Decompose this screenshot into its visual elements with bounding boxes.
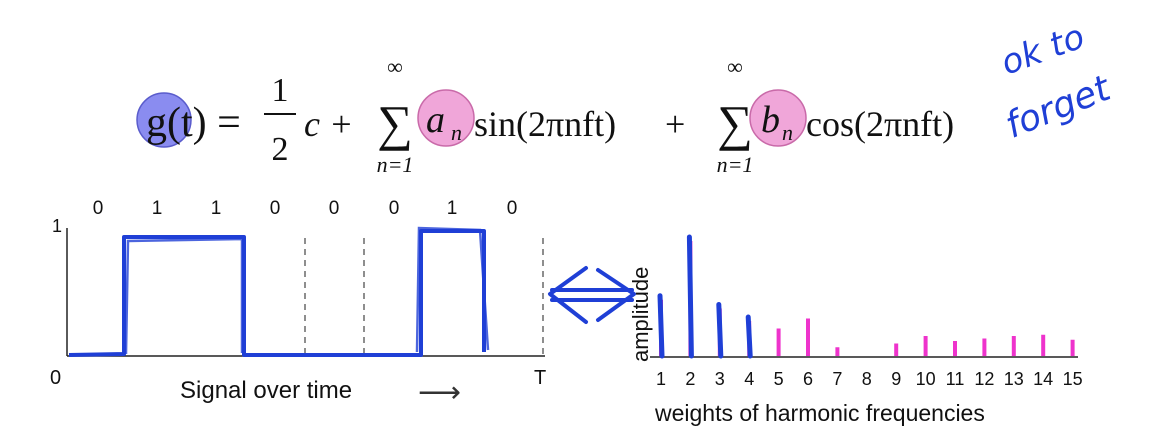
- sum-lower-limit-b: n=1: [717, 152, 754, 177]
- spectrum-tick-label: 9: [891, 369, 901, 389]
- time-end-label: T: [534, 367, 546, 389]
- signal-caption: Signal over time: [180, 377, 352, 404]
- a-highlight-circle: [417, 89, 475, 147]
- sin-term: sin(2πnft): [474, 104, 616, 144]
- formula-lhs: g(t) =: [146, 100, 241, 146]
- bit-label: 1: [152, 198, 163, 219]
- bit-label: 0: [270, 198, 281, 219]
- spectrum-ticks: 1 2 3 4 5 6 7 8 9 10 11 12 13 14 15: [656, 369, 1083, 389]
- spectrum-tick-label: 8: [862, 369, 872, 389]
- spectrum-bar-overdraw: [716, 302, 724, 359]
- constant-c: c +: [304, 104, 353, 144]
- spectrum-bar: [894, 343, 899, 356]
- coefficient-a: a: [426, 99, 445, 141]
- spectrum-bar: [982, 338, 987, 356]
- signal-waveform: [68, 229, 486, 357]
- double-arrow-icon: [548, 266, 636, 324]
- spectrum-bar: [1041, 334, 1046, 356]
- bit-label: 1: [447, 198, 458, 219]
- sum-upper-limit-a: ∞: [387, 54, 403, 79]
- spectrum-plot: amplitude 1 2 3 4 5 6 7 8 9 10 11 12 13 14 15 weights …: [628, 234, 1083, 426]
- spectrum-tick-label: 7: [832, 369, 842, 389]
- sigma-b: ∑: [717, 95, 753, 151]
- sum-lower-limit-a: n=1: [377, 152, 414, 177]
- half-numerator: 1: [272, 72, 289, 109]
- spectrum-bar: [1070, 339, 1075, 356]
- signal-waveform-retrace: [124, 237, 244, 355]
- spectrum-x-label: weights of harmonic frequencies: [654, 400, 985, 426]
- spectrum-tick-label: 13: [1004, 369, 1024, 389]
- signal-y-tick: 1: [52, 216, 62, 236]
- plus-sign: +: [665, 104, 685, 144]
- coefficient-b: b: [761, 99, 780, 141]
- spectrum-tick-label: 11: [946, 369, 965, 389]
- handwritten-note: ok to forget: [996, 17, 1118, 147]
- spectrum-bar: [953, 341, 957, 356]
- spectrum-bar-overdraw: [686, 234, 694, 359]
- bit-label: 0: [389, 198, 400, 219]
- note-line-1: ok to: [996, 17, 1090, 84]
- spectrum-bar-overdraw: [657, 293, 665, 359]
- coefficient-b-subscript: n: [782, 120, 793, 145]
- spectrum-tick-label: 3: [715, 369, 725, 389]
- spectrum-tick-label: 6: [803, 369, 813, 389]
- g-highlight-circle: [136, 92, 192, 148]
- spectrum-bar: [1011, 336, 1016, 356]
- spectrum-bar: [835, 347, 840, 356]
- bit-label: 0: [329, 198, 340, 219]
- coefficient-a-subscript: n: [451, 120, 462, 145]
- signal-waveform-retrace: [415, 226, 490, 353]
- half-denominator: 2: [272, 131, 289, 168]
- bit-label: 0: [93, 198, 104, 219]
- spectrum-tick-label: 2: [685, 369, 695, 389]
- fourier-formula: g(t) = 1 2 c + ∞ ∑ n=1 a n sin(2πnft) + …: [136, 54, 954, 177]
- spectrum-tick-label: 1: [656, 369, 666, 389]
- spectrum-bar: [923, 336, 928, 356]
- spectrum-tick-label: 4: [744, 369, 754, 389]
- cos-term: cos(2πnft): [806, 104, 954, 144]
- spectrum-tick-label: 14: [1033, 369, 1053, 389]
- signal-plot: 0 1 1 0 0 0 1 0 1 0 T Signal over time ⟶: [50, 198, 546, 409]
- b-highlight-circle: [749, 89, 807, 147]
- spectrum-bar: [776, 328, 781, 356]
- time-arrow: ⟶: [418, 376, 461, 409]
- bit-label: 1: [211, 198, 222, 219]
- spectrum-tick-label: 10: [916, 369, 936, 389]
- spectrum-tick-label: 5: [774, 369, 784, 389]
- sigma-a: ∑: [377, 95, 413, 151]
- spectrum-tick-label: 15: [1063, 369, 1083, 389]
- spectrum-bar: [806, 318, 810, 356]
- spectrum-bar-overdraw: [745, 314, 753, 359]
- bit-label: 0: [507, 198, 518, 219]
- time-start-label: 0: [50, 367, 61, 389]
- sum-upper-limit-b: ∞: [727, 54, 743, 79]
- spectrum-y-label: amplitude: [628, 267, 653, 362]
- spectrum-tick-label: 12: [974, 369, 994, 389]
- spectrum-bars: [657, 234, 1075, 359]
- bit-labels: 0 1 1 0 0 0 1 0: [93, 198, 518, 219]
